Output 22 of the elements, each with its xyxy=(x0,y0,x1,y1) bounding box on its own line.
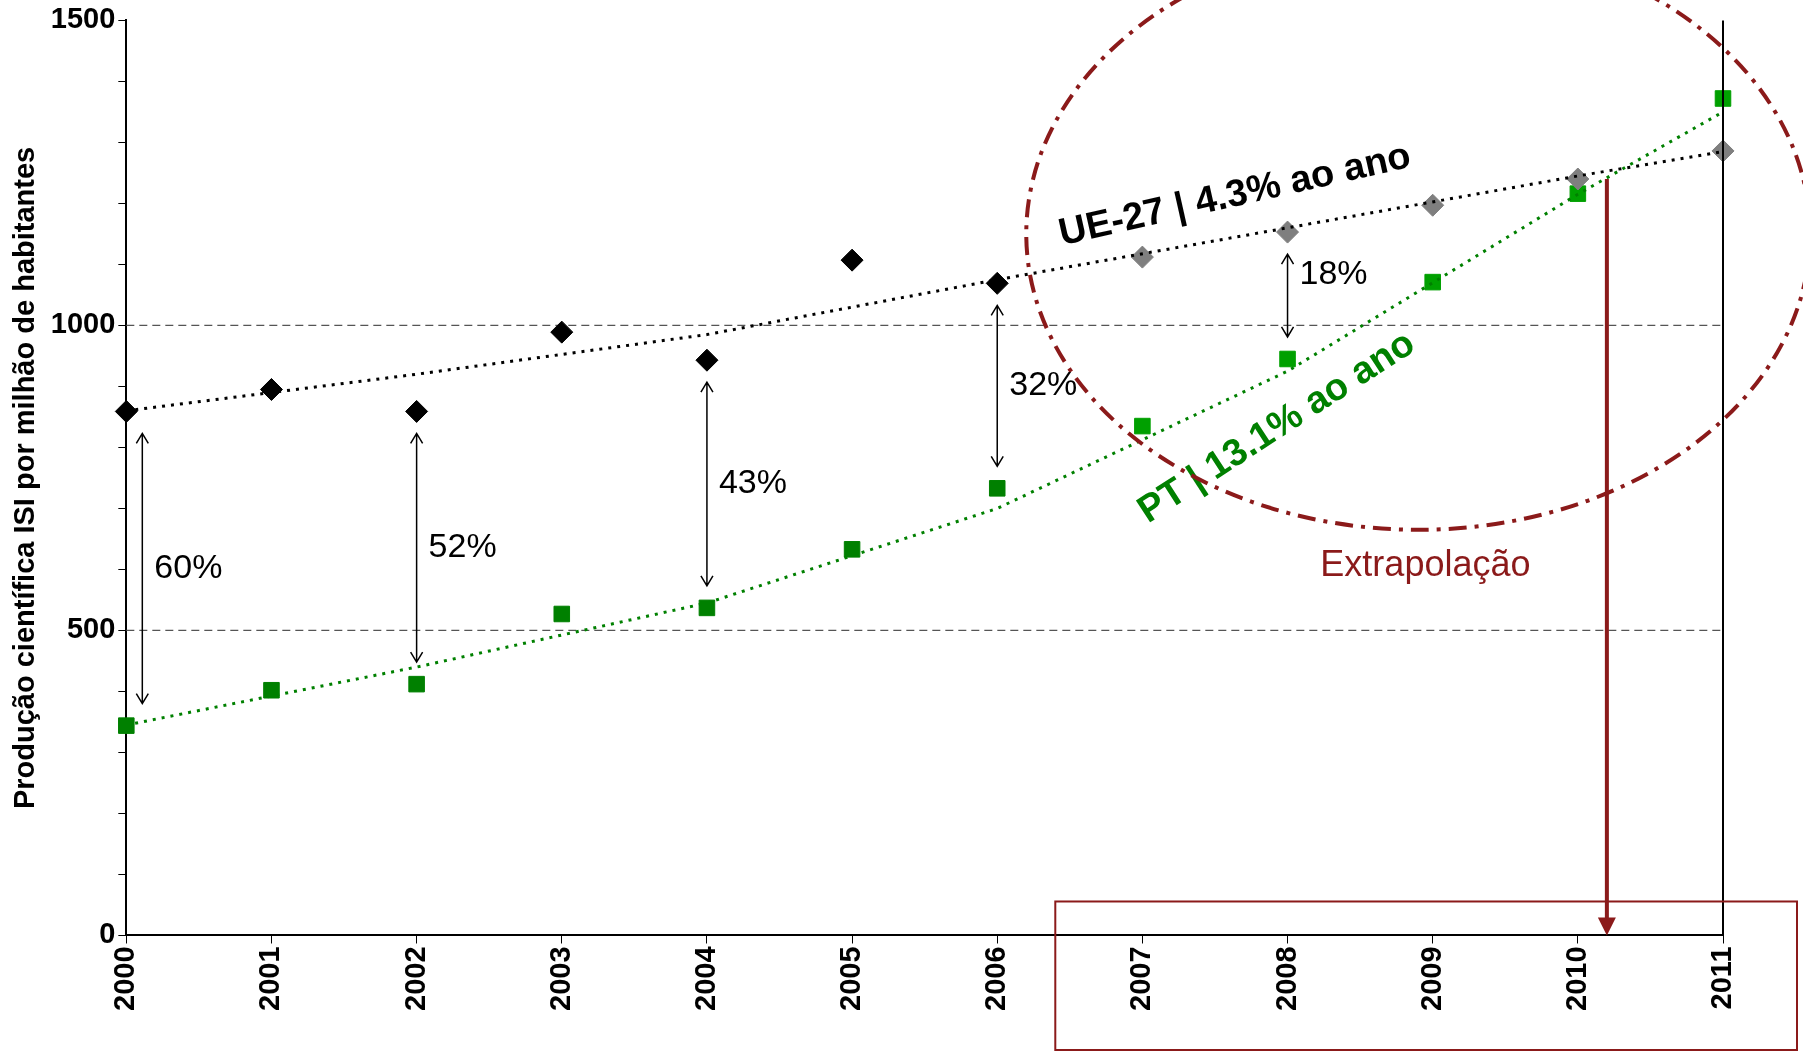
x-tick-label: 2001 xyxy=(253,946,286,1011)
annotation: 18% xyxy=(1299,252,1368,291)
annotation: 60% xyxy=(154,546,223,585)
x-tick-label: 2005 xyxy=(834,946,867,1011)
x-tick-label: 2002 xyxy=(398,946,431,1011)
annotation: 32% xyxy=(1009,363,1078,402)
x-tick-label: 2004 xyxy=(688,946,721,1011)
y-tick-label: 1500 xyxy=(50,2,116,35)
x-tick-label: 2007 xyxy=(1124,946,1157,1011)
x-tick-label: 2003 xyxy=(543,946,576,1011)
y-tick-label: 1000 xyxy=(50,307,116,340)
x-tick-label: 2009 xyxy=(1414,946,1447,1011)
annotation: 43% xyxy=(718,462,787,501)
x-tick-label: 2008 xyxy=(1269,946,1302,1011)
y-axis-title: Produção científica ISI por milhão de habitantes xyxy=(8,146,41,810)
x-tick-label: 2006 xyxy=(979,946,1012,1011)
annotation: Extrapolação xyxy=(1320,542,1531,584)
x-tick-label: 2011 xyxy=(1705,946,1737,1010)
y-tick-label: 500 xyxy=(66,612,116,645)
annotation: 52% xyxy=(428,525,497,564)
text: UE-27 | 4.3% ao ano xyxy=(1054,133,1415,254)
x-tick-label: 2010 xyxy=(1559,946,1592,1011)
